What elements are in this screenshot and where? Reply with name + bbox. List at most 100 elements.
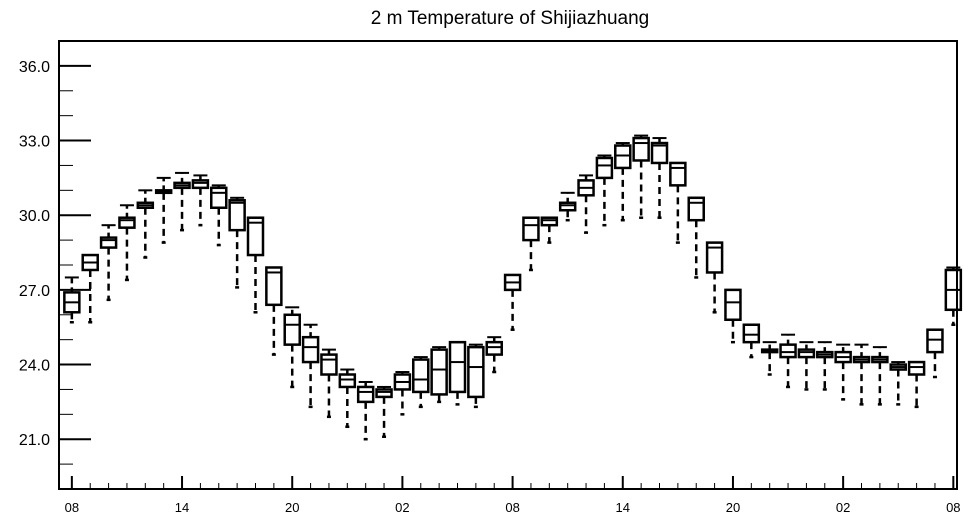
box-group (779, 333, 797, 389)
box-group (687, 196, 705, 279)
box-group (448, 340, 467, 406)
box-iqr (705, 241, 724, 274)
chart-title: 2 m Temperature of Shijiazhuang (371, 8, 649, 29)
axes-layer: 21.0 24.0 27.0 30.0 33.0 36.0 08 14 20 02 08 14 20 02… (19, 40, 961, 515)
box-group (724, 288, 742, 344)
x-tick-label: 08 (65, 500, 79, 515)
box-group (907, 360, 926, 409)
box-group (430, 346, 448, 404)
box-iqr (283, 313, 301, 346)
box-group (834, 343, 852, 401)
box-group (210, 184, 228, 247)
box-iqr (99, 236, 118, 249)
box-group (136, 189, 155, 259)
box-group (577, 174, 595, 234)
y-tick-label: 33.0 (19, 134, 50, 151)
box-group (871, 346, 889, 406)
x-tick-label: 02 (836, 500, 850, 515)
box-iqr (669, 161, 687, 187)
box-group (246, 216, 265, 314)
y-tick-label: 36.0 (19, 59, 50, 76)
box-group (412, 356, 430, 409)
box-group (797, 341, 816, 391)
box-iqr (246, 216, 265, 257)
box-group (522, 216, 540, 272)
box-iqr (412, 358, 430, 394)
box-group (63, 276, 81, 324)
box-group (503, 273, 522, 331)
box-iqr (265, 266, 283, 307)
box-group (669, 161, 687, 244)
box-group (816, 341, 834, 391)
x-tick-label: 20 (726, 500, 740, 515)
box-group (265, 266, 283, 356)
box-group (889, 361, 907, 406)
box-group (595, 154, 614, 227)
box-iqr (430, 348, 448, 396)
box-iqr (210, 186, 228, 210)
box-iqr (742, 323, 761, 344)
x-tick-label: 08 (946, 500, 960, 515)
box-group (81, 253, 99, 324)
box-iqr (448, 340, 467, 394)
box-iqr (191, 179, 210, 190)
x-tick-label: 08 (505, 500, 519, 515)
box-iqr (907, 360, 926, 376)
box-iqr (338, 373, 357, 389)
box-group (742, 323, 761, 359)
box-iqr (926, 328, 944, 354)
y-tick-label: 24.0 (19, 358, 50, 375)
box-iqr (320, 353, 338, 376)
box-group (118, 204, 136, 282)
x-tick-label: 20 (285, 500, 299, 515)
box-group (540, 216, 559, 244)
box-group (375, 385, 393, 438)
y-tick-label: 27.0 (19, 283, 50, 300)
box-group (154, 176, 173, 244)
box-group (944, 266, 963, 326)
box-iqr (687, 196, 705, 222)
box-iqr (301, 335, 320, 364)
y-tick-label: 30.0 (19, 208, 50, 225)
box-iqr (632, 136, 650, 162)
box-iqr (540, 216, 559, 227)
box-group (356, 380, 375, 441)
box-iqr (724, 288, 742, 322)
box-group (614, 142, 632, 222)
box-iqr (779, 343, 797, 359)
box-iqr (485, 340, 503, 356)
box-iqr (614, 144, 632, 170)
box-group (283, 306, 301, 389)
box-iqr (228, 199, 246, 232)
box-iqr (467, 345, 485, 399)
box-iqr (522, 216, 540, 242)
x-tick-label: 02 (395, 500, 409, 515)
x-tick-label: 14 (175, 500, 189, 515)
box-group (99, 224, 118, 302)
y-tick-label: 21.0 (19, 432, 50, 449)
plot-frame (58, 40, 958, 490)
box-iqr (375, 388, 393, 399)
box-group (173, 171, 191, 232)
box-group (485, 336, 503, 374)
boxes-layer (63, 134, 963, 441)
box-group (338, 368, 357, 429)
box-group (320, 348, 338, 419)
box-group (393, 371, 412, 416)
box-group (705, 241, 724, 314)
box-iqr (650, 141, 669, 165)
box-group (558, 191, 577, 222)
box-group (228, 196, 246, 289)
box-group (650, 137, 669, 219)
box-group (467, 343, 485, 409)
x-tick-label: 14 (616, 500, 630, 515)
box-group (760, 341, 779, 376)
box-group (926, 328, 944, 379)
box-iqr (558, 201, 577, 212)
box-group (632, 134, 650, 219)
box-iqr (797, 348, 816, 359)
box-group (301, 323, 320, 409)
box-iqr (595, 156, 614, 180)
box-iqr (356, 385, 375, 404)
